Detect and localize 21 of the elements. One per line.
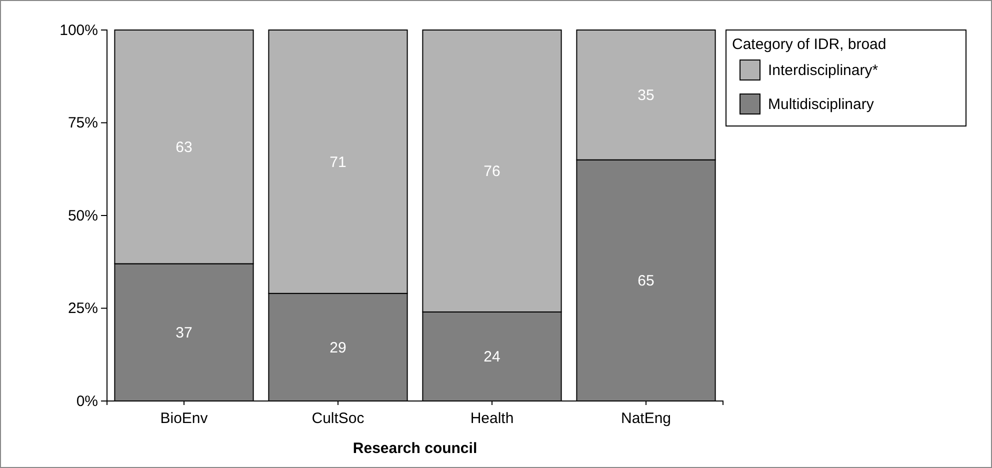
data-label: 24 [484,348,500,366]
data-label: 76 [484,163,500,180]
data-label: 65 [638,272,654,290]
y-tick-label: 0% [76,392,98,410]
legend-title: Category of IDR, broad [732,36,886,53]
x-tick-label: BioEnv [160,410,208,427]
x-tick-label: NatEng [620,410,672,427]
x-axis-title: Research council [352,440,478,457]
data-label: 29 [330,339,346,356]
data-label: 35 [638,87,654,104]
x-tick-label: CultSoc [312,410,365,427]
y-tick-label: 25% [68,300,98,318]
y-tick-label: 100% [60,22,98,39]
data-label: 71 [330,154,346,171]
data-label: 63 [176,139,192,156]
legend-label: Interdisciplinary* [768,62,878,79]
data-label: 37 [176,324,192,342]
y-tick-label: 50% [68,207,98,224]
y-tick-label: 75% [68,114,98,132]
x-tick-label: Health [470,410,514,427]
legend-label: Multidisciplinary [768,96,874,113]
